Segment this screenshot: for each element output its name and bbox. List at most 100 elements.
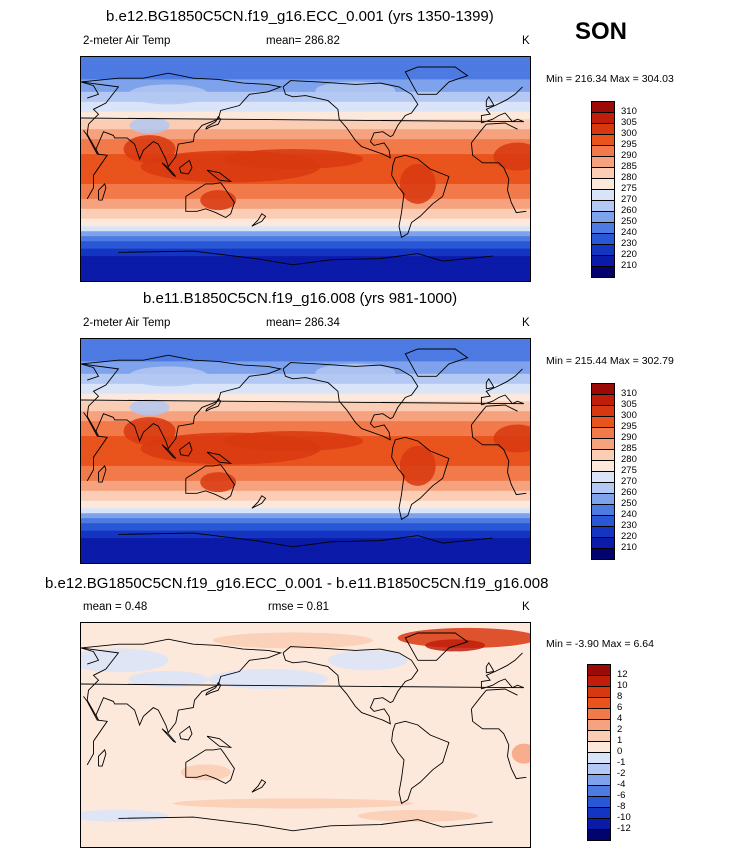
temperature-band	[81, 523, 530, 527]
temperature-band	[81, 144, 530, 148]
temperature-band	[81, 493, 530, 497]
difference-feature	[511, 743, 530, 764]
temperature-band	[81, 465, 530, 470]
panel1-title: b.e12.BG1850C5CN.f19_g16.ECC_0.001 (yrs …	[106, 8, 494, 25]
colorbar-swatch	[591, 494, 615, 505]
temperature-band	[81, 256, 530, 260]
temperature-band	[81, 353, 530, 358]
temperature-band	[81, 378, 530, 382]
temperature-feature	[223, 431, 364, 452]
temperature-band	[81, 341, 530, 345]
temperature-band	[81, 363, 530, 367]
temperature-band	[81, 91, 530, 95]
coastline	[251, 213, 267, 227]
panel2-variable: 2-meter Air Temp	[83, 317, 171, 329]
temperature-band	[81, 273, 530, 277]
temperature-band	[81, 555, 530, 559]
temperature-band	[81, 368, 530, 372]
colorbar-tick-label: 275	[621, 465, 637, 476]
temperature-band	[81, 266, 530, 270]
coastline	[282, 80, 419, 159]
temperature-band	[81, 533, 530, 537]
temperature-band	[81, 421, 530, 425]
temperature-band	[81, 57, 530, 61]
temperature-band	[81, 231, 530, 235]
temperature-band	[81, 391, 530, 395]
coastline	[81, 363, 524, 406]
difference-feature	[180, 764, 231, 781]
temperature-band	[81, 258, 530, 262]
colorbar-tick-label: 260	[621, 487, 637, 498]
temperature-band	[81, 513, 530, 517]
temperature-feature	[128, 84, 209, 105]
temperature-band	[81, 381, 530, 385]
temperature-band	[81, 388, 530, 392]
temperature-band	[81, 470, 530, 474]
temperature-band	[81, 136, 530, 140]
panel3-minmax: Min = -3.90 Max = 6.64	[546, 638, 654, 650]
colorbar-swatch	[587, 731, 611, 742]
coastline	[98, 749, 107, 767]
coastline	[206, 735, 233, 749]
temperature-band	[81, 71, 530, 76]
colorbar-tick-label: 305	[621, 117, 637, 128]
panel2-map	[80, 338, 531, 564]
temperature-band	[81, 393, 530, 397]
temperature-band	[81, 371, 530, 375]
colorbar-swatch	[591, 461, 615, 472]
colorbar-swatch	[591, 483, 615, 494]
panel2-mean: mean= 286.34	[266, 317, 340, 329]
temperature-band	[81, 278, 530, 281]
coastline	[251, 495, 267, 509]
colorbar-swatch	[587, 709, 611, 720]
colorbar-swatch	[587, 687, 611, 698]
temperature-band	[81, 508, 530, 512]
colorbar-tick-label: 300	[621, 128, 637, 139]
colorbar-tick-label: 6	[617, 702, 623, 713]
coastline	[251, 779, 267, 793]
temperature-band	[81, 116, 530, 120]
temperature-band	[81, 510, 530, 514]
colorbar-swatch	[591, 146, 615, 157]
temperature-band	[81, 373, 530, 377]
temperature-band	[81, 124, 530, 128]
temperature-band	[81, 61, 530, 66]
temperature-band	[81, 211, 530, 215]
temperature-feature	[129, 399, 170, 416]
colorbar-tick-label: 285	[621, 443, 637, 454]
temperature-band	[81, 416, 530, 420]
temperature-band	[81, 181, 530, 185]
temperature-band	[81, 129, 530, 133]
temperature-band	[81, 560, 530, 563]
coastline	[83, 122, 527, 214]
temperature-band	[81, 241, 530, 245]
season-label: SON	[575, 18, 628, 45]
coastline	[83, 404, 527, 496]
panel3-units: K	[522, 601, 530, 613]
temperature-band	[81, 383, 530, 387]
temperature-band	[81, 426, 530, 430]
colorbar-swatch	[587, 753, 611, 764]
temperature-band	[81, 520, 530, 524]
temperature-band	[81, 478, 530, 482]
temperature-band	[81, 203, 530, 207]
colorbar-swatch	[591, 395, 615, 406]
colorbar-tick-label: 295	[621, 139, 637, 150]
temperature-band	[81, 423, 530, 427]
panel1-variable: 2-meter Air Temp	[83, 35, 171, 47]
colorbar-tick-label: 270	[621, 476, 637, 487]
temperature-band	[81, 64, 530, 68]
colorbar-swatch	[591, 450, 615, 461]
colorbar-swatch	[587, 797, 611, 808]
temperature-band	[81, 146, 530, 150]
colorbar-swatch	[587, 664, 611, 676]
coastline	[404, 348, 469, 377]
coastline	[179, 725, 193, 741]
colorbar-tick-label: 12	[617, 669, 628, 680]
temperature-band	[81, 458, 530, 462]
colorbar-swatch	[591, 267, 615, 278]
temperature-band	[81, 545, 530, 549]
difference-feature	[208, 669, 329, 689]
temperature-band	[81, 111, 530, 115]
colorbar-swatch	[591, 212, 615, 223]
